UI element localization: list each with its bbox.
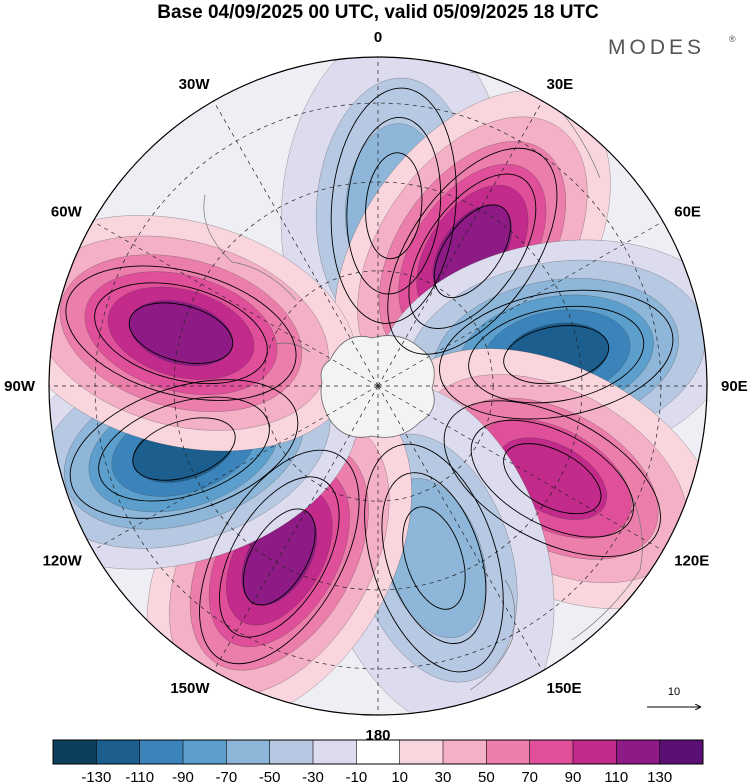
colorbar-swatch (616, 740, 661, 764)
colorbar-swatch (53, 740, 97, 764)
colorbar-swatch (573, 740, 617, 764)
colorbar-tick-label: -10 (345, 769, 367, 783)
streamline (381, 472, 487, 644)
lon-label-30e: 30E (547, 76, 574, 93)
streamline (98, 396, 270, 502)
colorbar-swatch (659, 740, 704, 764)
lon-label-150e: 150E (547, 680, 582, 697)
reference-vector: 10 (647, 686, 700, 707)
polar-map (48, 56, 708, 716)
streamline (132, 417, 236, 481)
streamline (387, 147, 558, 355)
reference-vector-label: 10 (668, 686, 680, 698)
colorbar-swatch (486, 740, 531, 764)
streamline (242, 508, 316, 606)
streamline (69, 379, 299, 519)
colorbar-tick-label: 10 (391, 769, 408, 783)
streamline (199, 449, 360, 665)
meridian-line (92, 221, 379, 387)
lon-label-120w: 120W (43, 553, 83, 570)
lon-label-30w: 30W (179, 76, 211, 93)
chart-title: Base 04/09/2025 00 UTC, valid 05/09/2025… (157, 2, 599, 23)
latitude-circle (262, 270, 494, 502)
graticule (49, 57, 707, 715)
streamline (402, 506, 466, 610)
colorbar-swatch (96, 740, 141, 764)
meridian-line (377, 385, 664, 551)
streamline (128, 302, 234, 364)
colorbar-swatch (313, 740, 357, 764)
antarctic-peninsula (275, 342, 311, 353)
latitude-circle (173, 181, 583, 591)
streamlines (65, 87, 674, 673)
south-america-coast (203, 194, 297, 301)
meridian-line (92, 385, 379, 551)
colorbar-tick-label: -130 (81, 769, 111, 783)
streamline (470, 419, 634, 538)
colorbar: -130 -110 -90 -70 -50 -30 -10 10 30 50 70 90 110 130 (52, 739, 704, 783)
brand-name: MODES (608, 36, 705, 59)
colorbar-tick-label: -30 (302, 769, 324, 783)
streamline (364, 443, 504, 673)
modes-logo: MODES ® (608, 34, 736, 59)
streamline (468, 305, 645, 404)
meridian-line (377, 385, 543, 672)
meridian-line (213, 100, 379, 387)
lon-label-0: 0 (374, 29, 382, 46)
colorbar-swatch (226, 740, 271, 764)
colorbar-tick-label: 130 (647, 769, 672, 783)
colorbar-swatch (183, 740, 227, 764)
colorbar-swatch (139, 740, 184, 764)
streamline (219, 476, 340, 638)
colorbar-tick-label: 70 (521, 769, 538, 783)
colorbar-tick-label: 90 (565, 769, 582, 783)
streamline (94, 282, 268, 385)
lon-label-90w: 90W (4, 378, 36, 395)
streamline (365, 152, 423, 260)
streamline (503, 325, 610, 385)
colorbar-swatch (356, 740, 401, 764)
latitude-circle (94, 102, 662, 670)
map-border (48, 56, 708, 716)
streamline (433, 204, 511, 299)
streamline (439, 289, 674, 420)
colorbar-tick-label: -90 (172, 769, 194, 783)
colorbar-tick-label: -50 (259, 769, 281, 783)
colorbar-tick-label: -70 (215, 769, 237, 783)
streamline (346, 117, 442, 295)
colorbar-swatch (529, 740, 574, 764)
lon-label-90e: 90E (721, 378, 748, 395)
streamline (65, 265, 297, 401)
colorbar-frame (52, 739, 704, 765)
brand-mark: ® (729, 34, 736, 44)
colorbar-swatch (399, 740, 444, 764)
colorbar-tick-label: -110 (125, 769, 154, 783)
pos-center-75w (49, 215, 358, 452)
streamline (330, 87, 457, 324)
colorbar-swatch (443, 740, 487, 764)
meridian-line (213, 385, 379, 672)
streamline (443, 400, 661, 558)
streamline (503, 443, 602, 515)
colorbar-tick-label: 50 (478, 769, 495, 783)
lon-label-60w: 60W (51, 204, 83, 221)
meridian-line (377, 221, 664, 387)
colorbar-tick-label: 110 (604, 769, 628, 783)
streamline (408, 173, 537, 329)
colorbar-swatch (269, 740, 314, 764)
lon-label-150w: 150W (170, 680, 210, 697)
lon-label-120e: 120E (674, 553, 709, 570)
colorbar-tick-label: 30 (435, 769, 452, 783)
lon-label-60e: 60E (674, 204, 701, 221)
new-zealand-coast (469, 579, 516, 691)
